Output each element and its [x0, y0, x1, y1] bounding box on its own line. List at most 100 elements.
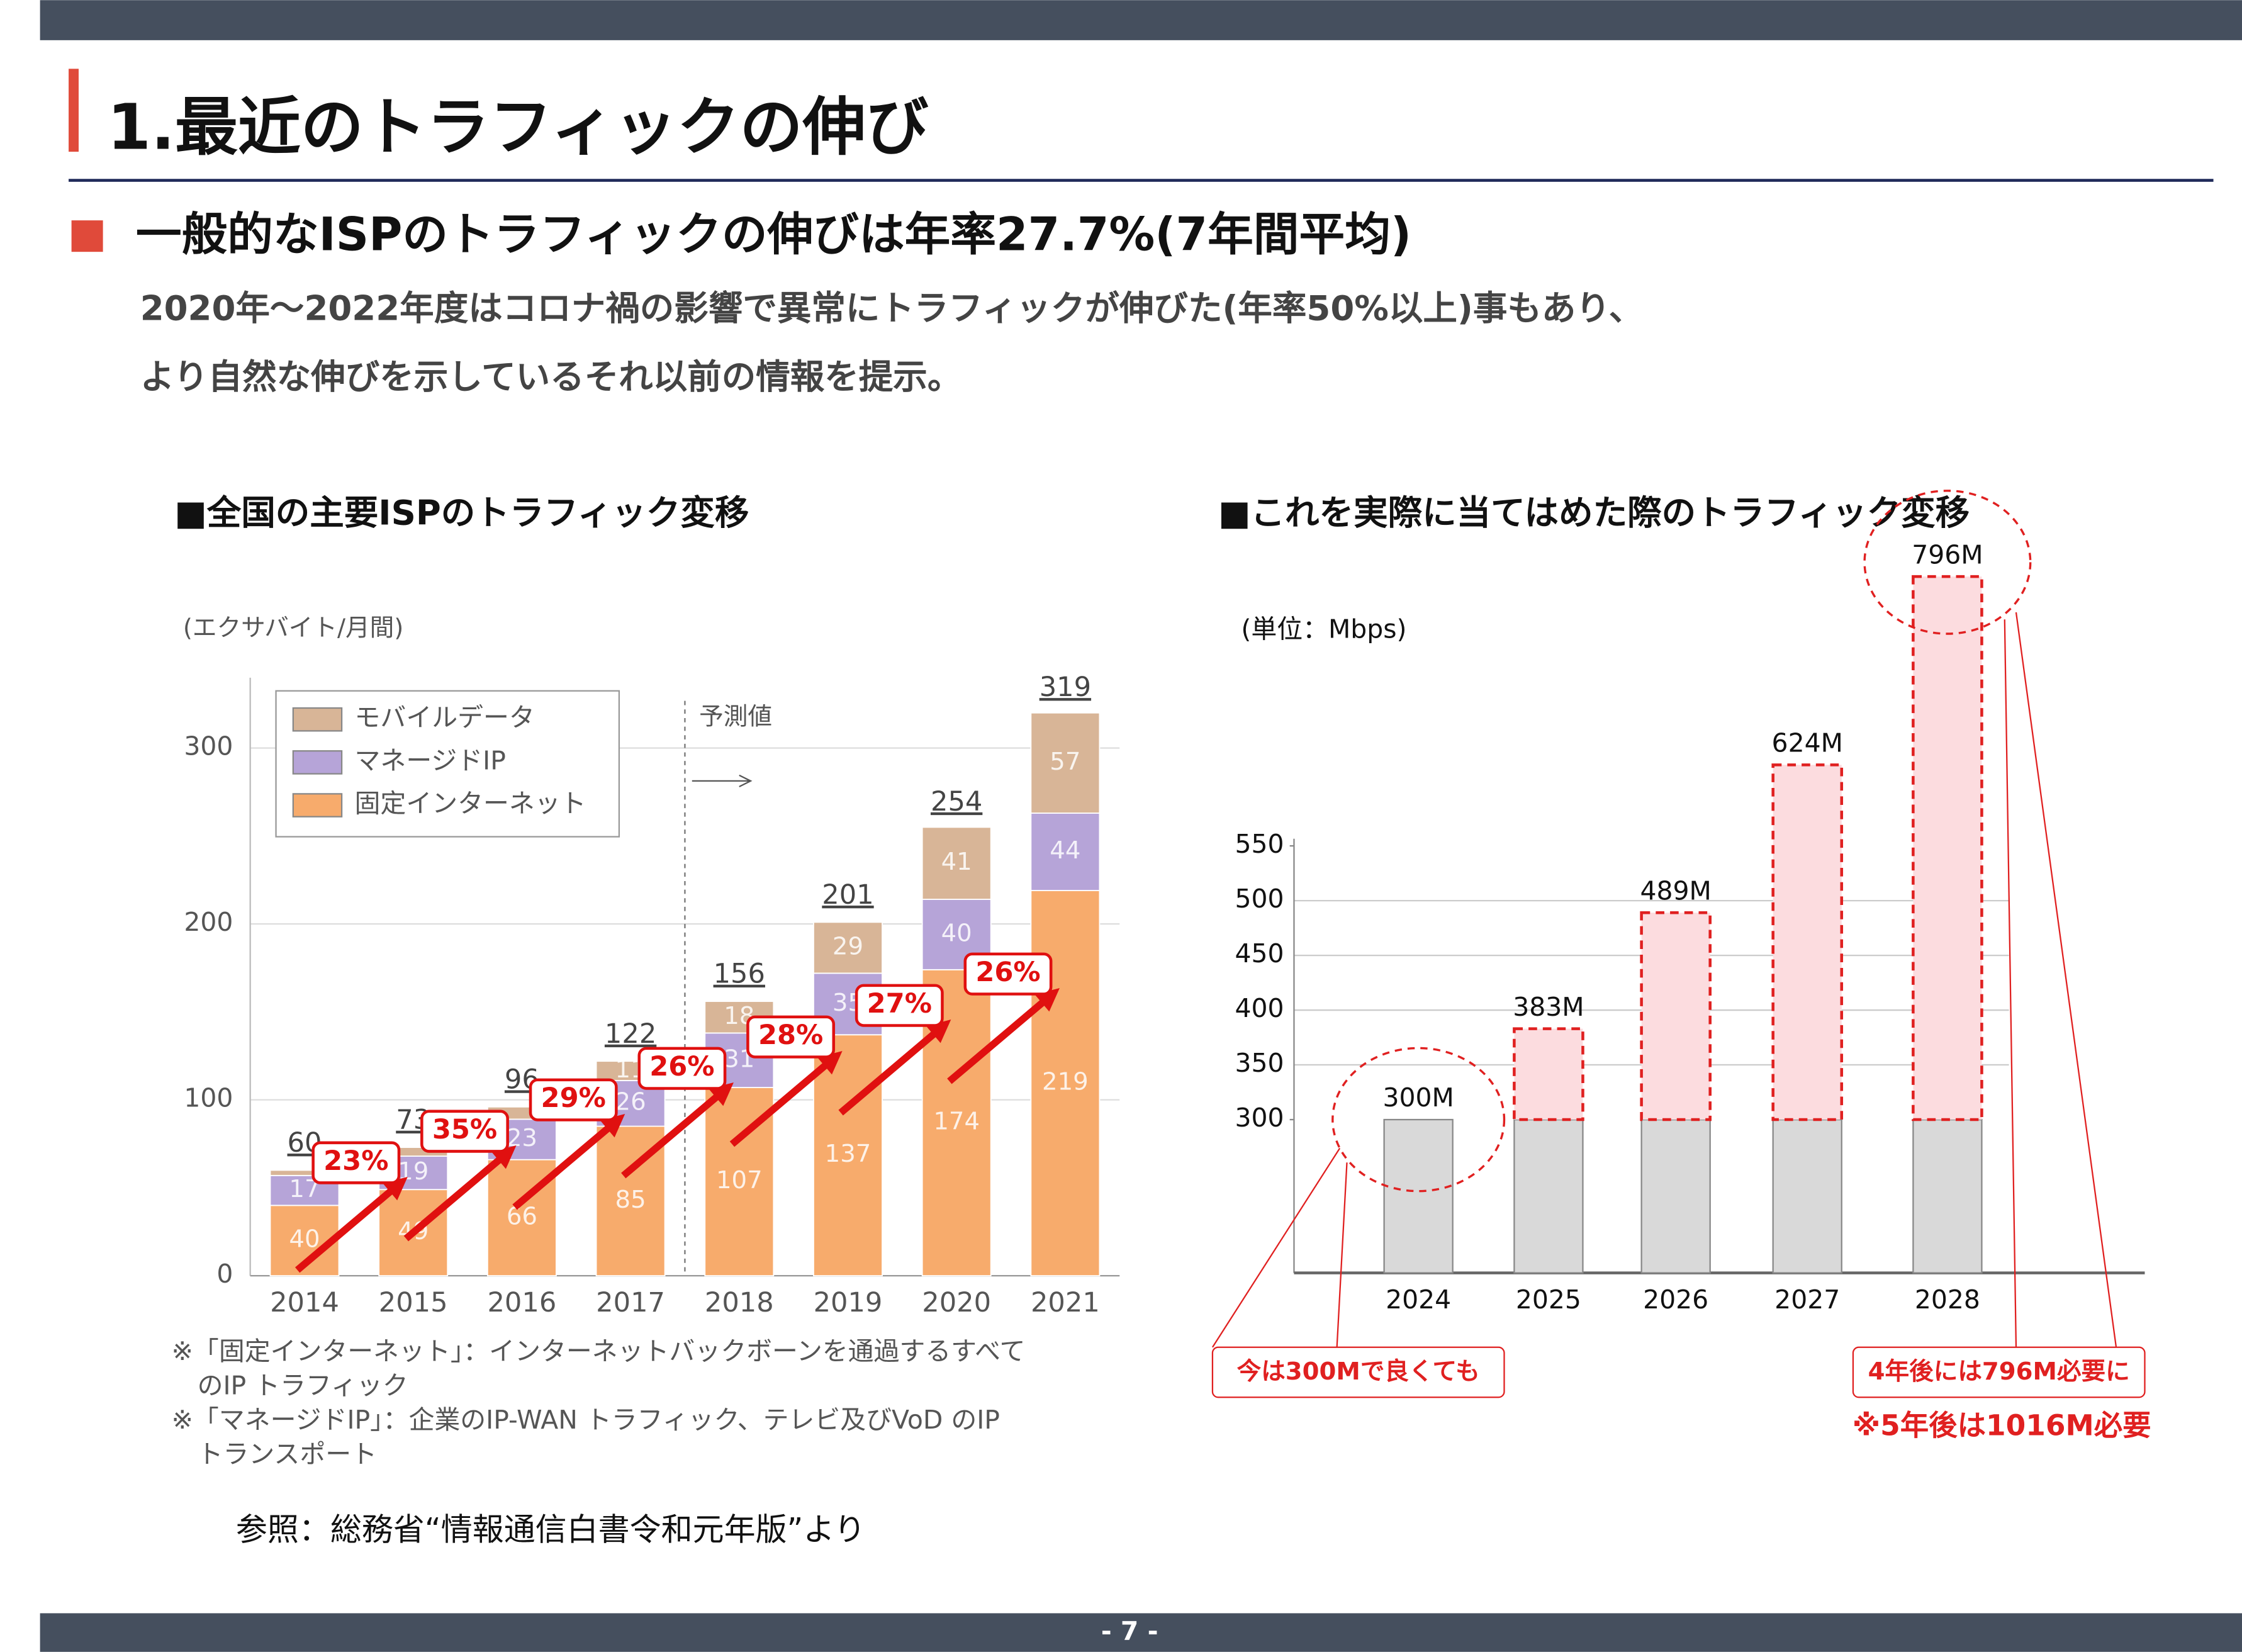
- segment-label: 40: [289, 1225, 320, 1254]
- growth-box: [855, 984, 944, 1027]
- y-tick-label: 450: [1235, 938, 1284, 969]
- heading: 一般的なISPのトラフィックの伸びは年率27.7%(7年間平均): [136, 208, 1411, 261]
- note: ※「固定インターネット」：インターネットバックボーンを通過するすべて: [172, 1336, 1026, 1366]
- base-bar: [1383, 1118, 1454, 1274]
- x-tick-label: 2017: [596, 1287, 665, 1318]
- base-bar: [1912, 1118, 1983, 1274]
- chart-title: ■これを実際に当てはめた際のトラフィック変移: [1218, 492, 1970, 532]
- bar-segment: [1030, 812, 1101, 891]
- segment-label: 219: [1042, 1068, 1089, 1096]
- x-tick-label: 2020: [922, 1287, 991, 1318]
- x-tick-label: 2025: [1516, 1284, 1581, 1315]
- legend-swatch: [292, 750, 343, 775]
- y-tick-label: 400: [1235, 993, 1284, 1023]
- highlight-circle: [1863, 490, 2032, 635]
- segment-label: 57: [1050, 748, 1080, 776]
- value-label: 383M: [1513, 992, 1584, 1022]
- total-label: 201: [822, 879, 873, 911]
- growth-box: [963, 952, 1053, 996]
- x-tick-label: 2028: [1915, 1284, 1980, 1315]
- title-accent: [69, 69, 79, 152]
- growth-box: [420, 1110, 509, 1153]
- bar-segment: [921, 826, 992, 900]
- total-label: 319: [1040, 671, 1091, 703]
- legend-swatch: [292, 793, 343, 818]
- growth-arrow: [947, 992, 1053, 1084]
- footnote: ※5年後は1016M必要: [1852, 1409, 2151, 1442]
- y-tick-label: 300: [184, 731, 233, 761]
- growth-box: [637, 1047, 727, 1090]
- y-tick-label: 550: [1235, 829, 1284, 859]
- page-number: - 7 -: [1101, 1616, 1158, 1646]
- x-tick-label: 2018: [705, 1287, 774, 1318]
- y-tick-label: 350: [1235, 1048, 1284, 1078]
- value-label: 300M: [1382, 1082, 1454, 1113]
- growth-label: 27%: [867, 988, 932, 1020]
- growth-box: [746, 1015, 836, 1059]
- segment-label: 174: [933, 1107, 980, 1135]
- legend-label: モバイルデータ: [355, 702, 535, 733]
- unit-label: (単位：Mbps): [1241, 614, 1406, 644]
- total-label: 122: [605, 1018, 656, 1050]
- bar-segment: [1030, 712, 1101, 814]
- segment-label: 41: [941, 848, 972, 876]
- growth-arrow: [729, 1055, 836, 1147]
- segment-label: 29: [832, 932, 863, 960]
- growth-box: [311, 1141, 401, 1184]
- bullet: [71, 220, 103, 252]
- value-label: 489M: [1640, 875, 1711, 906]
- legend-swatch: [292, 707, 343, 732]
- y-tick-label: 200: [184, 907, 233, 937]
- growth-label: 23%: [323, 1145, 388, 1177]
- y-tick-label: 0: [216, 1259, 233, 1289]
- base-bar: [1640, 1118, 1711, 1274]
- x-tick-label: 2015: [379, 1287, 448, 1318]
- segment-label: 40: [941, 919, 972, 947]
- increment-bar: [1640, 911, 1712, 1121]
- value-label: 796M: [1912, 539, 1983, 570]
- growth-label: 35%: [432, 1114, 497, 1145]
- callout-text: 今は300Mで良くても: [1237, 1357, 1480, 1386]
- bar-segment: [813, 1034, 883, 1277]
- note: のIP トラフィック: [198, 1370, 408, 1400]
- total-label: 254: [931, 786, 982, 818]
- x-tick-label: 2027: [1774, 1284, 1840, 1315]
- source: 参照：総務省“情報通信白書令和元年版”より: [236, 1511, 866, 1548]
- base-bar: [1772, 1118, 1842, 1274]
- bar-segment: [269, 1174, 340, 1206]
- total-label: 156: [714, 958, 765, 990]
- legend-label: 固定インターネット: [355, 789, 586, 819]
- x-tick-label: 2014: [270, 1287, 339, 1318]
- growth-label: 26%: [975, 957, 1040, 988]
- chart-title: ■全国の主要ISPのトラフィック変移: [174, 492, 749, 532]
- value-label: 624M: [1772, 728, 1843, 758]
- growth-arrow: [294, 1181, 401, 1273]
- segment-label: 85: [615, 1186, 646, 1214]
- growth-label: 26%: [649, 1051, 714, 1082]
- legend-label: マネージドIP: [355, 745, 506, 775]
- x-tick-label: 2019: [814, 1287, 883, 1318]
- growth-box: [529, 1078, 618, 1121]
- note: ※「マネージドIP」：企業のIP-WAN トラフィック、テレビ及びVoD のIP: [172, 1405, 1000, 1435]
- callout-line: [2004, 612, 2117, 1347]
- segment-label: 44: [1050, 836, 1080, 865]
- top-bar: [40, 0, 2242, 40]
- x-tick-label: 2026: [1643, 1284, 1708, 1315]
- x-tick-label: 2021: [1031, 1287, 1100, 1318]
- base-bar: [1513, 1118, 1584, 1274]
- sub-line: 2020年～2022年度はコロナ禍の影響で異常にトラフィックが伸びた(年率50%…: [140, 288, 1644, 328]
- y-axis-label: (エクサバイト/月間): [183, 614, 403, 643]
- growth-arrow: [403, 1150, 510, 1242]
- bar-segment: [813, 921, 883, 974]
- growth-label: 29%: [541, 1082, 606, 1114]
- increment-bar: [1771, 763, 1844, 1121]
- y-tick-label: 300: [1235, 1103, 1284, 1133]
- x-tick-label: 2024: [1386, 1284, 1451, 1315]
- sub-line: より自然な伸びを示しているそれ以前の情報を提示。: [140, 357, 962, 397]
- growth-arrow: [512, 1118, 619, 1210]
- callout-line: [1211, 1147, 1348, 1348]
- highlight-circle: [1331, 1047, 1506, 1193]
- increment-bar: [1513, 1027, 1584, 1121]
- growth-arrow: [621, 1087, 727, 1179]
